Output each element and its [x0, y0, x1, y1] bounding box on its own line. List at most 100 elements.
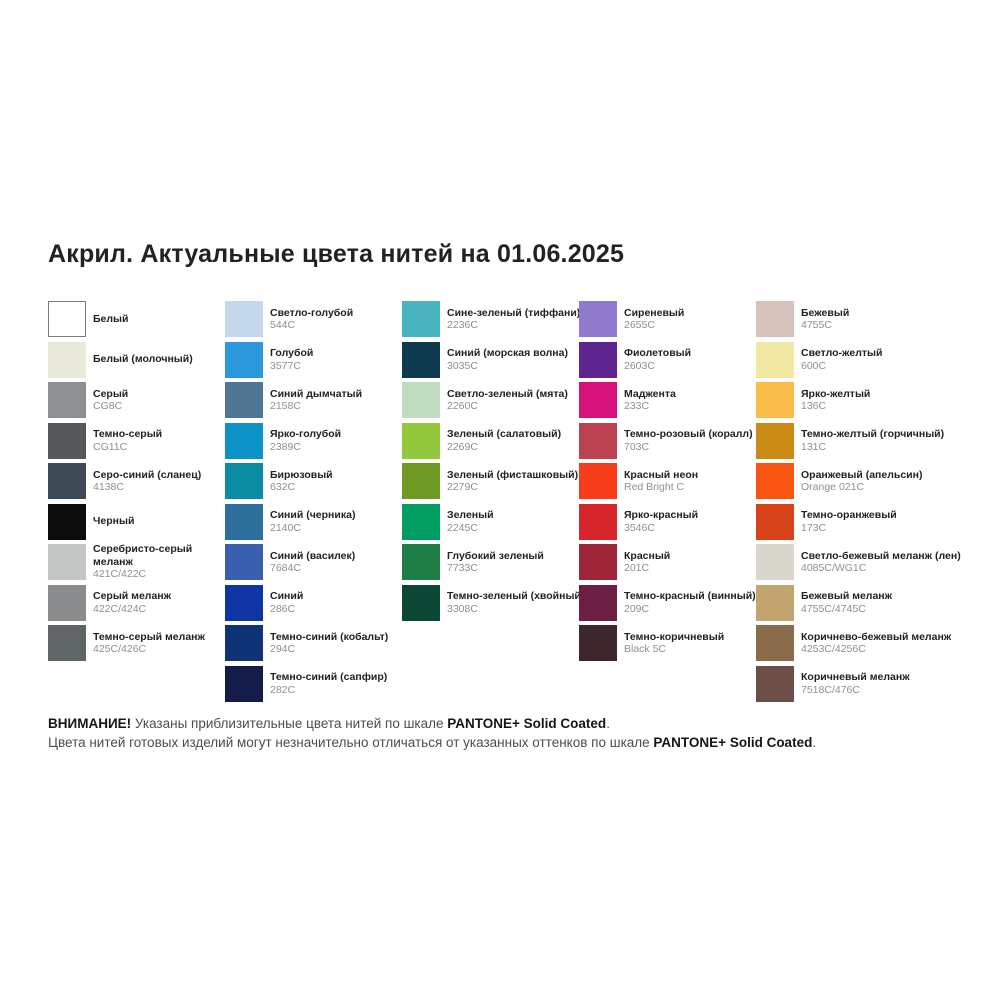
- swatch-row: Черный: [48, 503, 225, 540]
- color-name: Коричнево-бежевый меланж: [801, 630, 952, 643]
- pantone-code: 282C: [270, 683, 296, 696]
- pantone-code: 3308C: [447, 602, 478, 615]
- swatch-row: Ярко-красный 3546C: [579, 503, 756, 540]
- pantone-code: 4755C/4745C: [801, 602, 866, 615]
- swatch-row: Красный неон Red Bright C: [579, 463, 756, 499]
- footnote-text: .: [606, 716, 610, 731]
- swatch-row: Бирюзовый 632C: [225, 463, 402, 499]
- swatch-row: Светло-бежевый меланж (лен) 4085C/WG1C: [756, 544, 961, 580]
- color-name: Фиолетовый: [624, 347, 692, 359]
- color-swatch: [579, 503, 617, 540]
- swatch-label: Голубой 3577C: [270, 347, 313, 372]
- swatch-label: Серебристо-серый меланж 421C/422C: [93, 543, 192, 581]
- color-name: Светло-зеленый (мята): [447, 387, 568, 400]
- color-swatch: [48, 422, 86, 459]
- pantone-code: 2245C: [447, 521, 478, 534]
- swatch-row: Серый меланж 422C/424C: [48, 584, 225, 621]
- pantone-code: 2389C: [270, 440, 301, 453]
- pantone-code: 632C: [270, 481, 296, 493]
- swatch-label: Черный: [93, 515, 134, 528]
- color-swatch: [579, 584, 617, 621]
- color-swatch: [579, 625, 617, 661]
- color-name: Бежевый: [801, 306, 850, 319]
- color-swatch: [402, 544, 440, 580]
- swatch-label: Темно-серый CG11C: [93, 428, 162, 453]
- swatch-label: Глубокий зеленый 7733C: [447, 550, 544, 575]
- swatch-row: Глубокий зеленый 7733C: [402, 544, 579, 580]
- color-swatch: [48, 463, 86, 499]
- color-name: Маджента: [624, 387, 676, 400]
- swatch-row: Светло-зеленый (мята) 2260C: [402, 382, 579, 418]
- pantone-code: 136C: [801, 400, 827, 412]
- pantone-code: 209C: [624, 602, 650, 615]
- color-swatch: [402, 382, 440, 418]
- swatch-label: Коричнево-бежевый меланж 4253C/4256C: [801, 631, 951, 656]
- swatch-label: Ярко-желтый 136C: [801, 388, 870, 413]
- pantone-code: 7518C/476C: [801, 683, 860, 696]
- color-swatch: [756, 463, 794, 499]
- swatch-label: Синий (черника) 2140C: [270, 509, 355, 534]
- swatch-column-2: Светло-голубой 544C Голубой 3577C Синий …: [225, 301, 402, 706]
- color-swatch: [48, 382, 86, 418]
- swatch-column-3: Сине-зеленый (тиффани) 2236C Синий (морс…: [402, 301, 584, 706]
- pantone-code: 2655C: [624, 319, 655, 331]
- color-name: Белый (молочный): [93, 353, 193, 366]
- color-name: Светло-желтый: [801, 347, 883, 359]
- swatch-label: Зеленый 2245C: [447, 509, 494, 534]
- swatch-row: Светло-желтый 600C: [756, 341, 933, 378]
- color-name: Темно-оранжевый: [801, 509, 897, 521]
- color-name: Серый: [93, 387, 129, 400]
- footnote: ВНИМАНИЕ! Указаны приблизительные цвета …: [48, 715, 816, 752]
- pantone-code: 2260C: [447, 400, 478, 412]
- pantone-code: 286C: [270, 602, 296, 615]
- color-name: Темно-желтый (горчичный): [801, 428, 945, 440]
- color-name: Ярко-голубой: [270, 428, 342, 440]
- swatch-row: Маджента 233C: [579, 382, 756, 418]
- color-name: Бирюзовый: [270, 468, 333, 481]
- color-name: Серо-синий (сланец): [93, 468, 202, 481]
- swatch-row: Темно-синий (сапфир) 282C: [225, 665, 402, 702]
- color-name: Темно-розовый (коралл): [624, 428, 753, 440]
- color-name: Красный: [624, 549, 671, 562]
- swatch-grid: Белый Белый (молочный) Серый CG8C Темно-…: [48, 301, 961, 706]
- color-swatch: [756, 341, 794, 378]
- color-swatch: [225, 544, 263, 580]
- swatch-label: Серо-синий (сланец) 4138C: [93, 469, 201, 494]
- color-name: Синий (василек): [270, 549, 356, 562]
- swatch-label: Светло-зеленый (мята) 2260C: [447, 388, 568, 413]
- color-swatch: [579, 463, 617, 499]
- color-swatch: [225, 584, 263, 621]
- color-name: Темно-серый: [93, 428, 163, 440]
- swatch-label: Ярко-голубой 2389C: [270, 428, 341, 453]
- pantone-code: 4138C: [93, 481, 124, 493]
- swatch-row: Коричнево-бежевый меланж 4253C/4256C: [756, 625, 951, 661]
- color-name: Сине-зеленый (тиффани): [447, 306, 581, 319]
- color-name: Темно-красный (винный): [624, 590, 756, 602]
- color-swatch: [756, 503, 794, 540]
- pantone-code: 2140C: [270, 521, 301, 534]
- color-swatch: [756, 382, 794, 418]
- color-swatch: [756, 544, 794, 580]
- color-swatch: [402, 341, 440, 378]
- swatch-column-5: Бежевый 4755C Светло-желтый 600C Ярко-же…: [756, 301, 961, 706]
- swatch-row: Зеленый (фисташковый) 2279C: [402, 463, 579, 499]
- color-swatch: [756, 625, 794, 661]
- swatch-label: Бежевый меланж 4755C/4745C: [801, 590, 892, 615]
- page-title: Акрил. Актуальные цвета нитей на 01.06.2…: [48, 240, 625, 268]
- color-swatch: [48, 341, 86, 378]
- color-name: Серый меланж: [93, 590, 172, 602]
- swatch-row: Голубой 3577C: [225, 341, 402, 378]
- pantone-code: 4085C/WG1C: [801, 562, 867, 574]
- swatch-row: Темно-красный (винный) 209C: [579, 584, 756, 621]
- swatch-row: Светло-голубой 544C: [225, 301, 402, 337]
- swatch-row: Темно-зеленый (хвойный) 3308C: [402, 584, 584, 621]
- swatch-row: Темно-розовый (коралл) 703C: [579, 422, 756, 459]
- color-name: Ярко-желтый: [801, 387, 871, 400]
- pantone-code: CG8C: [93, 400, 123, 412]
- pantone-code: 3577C: [270, 359, 301, 372]
- swatch-label: Темно-синий (кобальт) 294C: [270, 631, 388, 656]
- swatch-label: Темно-розовый (коралл) 703C: [624, 428, 753, 453]
- color-name: Глубокий зеленый: [447, 549, 544, 562]
- swatch-label: Серый меланж 422C/424C: [93, 590, 171, 615]
- pantone-scale-label: PANTONE+ Solid Coated: [653, 734, 813, 750]
